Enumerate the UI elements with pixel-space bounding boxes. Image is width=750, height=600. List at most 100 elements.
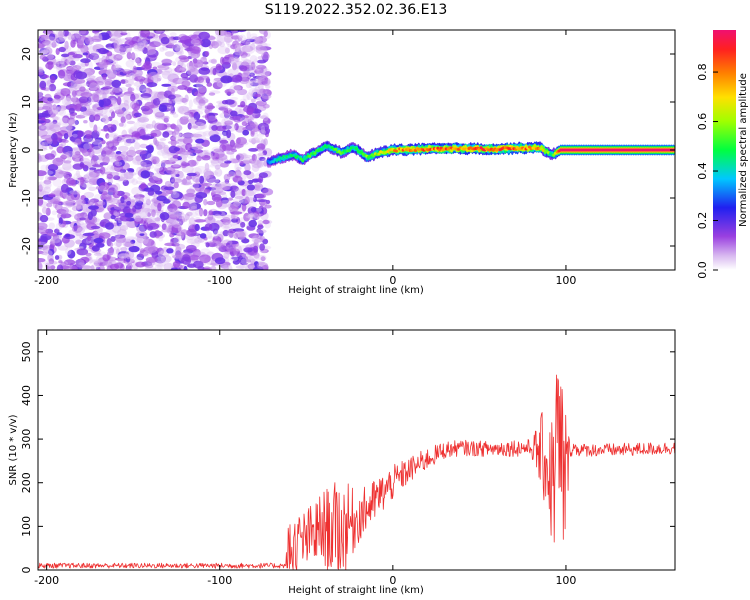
noise-blob <box>170 191 183 200</box>
noise-blob <box>186 172 197 177</box>
noise-blob <box>52 137 58 145</box>
noise-blob <box>130 52 136 61</box>
noise-blob <box>186 211 193 217</box>
noise-blob <box>38 120 46 124</box>
noise-blob <box>172 260 181 268</box>
noise-blob <box>120 32 128 36</box>
noise-blob <box>265 84 271 89</box>
noise-blob <box>47 164 59 171</box>
noise-blob <box>108 139 113 148</box>
noise-blob <box>198 31 210 40</box>
noise-blob <box>224 120 233 126</box>
noise-blob <box>54 59 66 65</box>
noise-blob <box>239 161 244 166</box>
noise-blob <box>167 213 179 218</box>
noise-blob <box>38 113 49 118</box>
noise-blob <box>151 75 162 82</box>
noise-blob <box>191 133 203 138</box>
noise-blob <box>38 90 43 99</box>
noise-blob <box>139 123 152 129</box>
noise-blob <box>227 231 238 238</box>
noise-blob <box>187 159 197 167</box>
noise-blob <box>123 93 132 98</box>
noise-blob <box>253 58 258 67</box>
noise-blob <box>77 47 85 53</box>
noise-blob <box>255 45 267 55</box>
y-tick-label: 400 <box>20 385 33 406</box>
noise-blob <box>94 194 102 200</box>
noise-blob <box>139 209 148 218</box>
noise-blob <box>164 160 176 165</box>
noise-blob <box>139 135 151 140</box>
noise-blob <box>157 202 162 212</box>
spectrogram-x-axis-label: Height of straight line (km) <box>288 285 424 296</box>
noise-blob <box>196 103 208 111</box>
noise-blob <box>181 182 193 186</box>
noise-blob <box>54 255 60 260</box>
ridge-cell <box>292 153 296 157</box>
noise-blob <box>159 212 170 221</box>
noise-blob <box>144 264 154 269</box>
noise-blob <box>157 91 165 96</box>
noise-blob <box>251 136 260 143</box>
noise-blob <box>198 152 206 157</box>
noise-blob <box>234 50 243 56</box>
noise-blob <box>255 102 265 105</box>
noise-blob <box>120 79 126 84</box>
noise-blob <box>72 225 83 233</box>
noise-blob <box>189 254 200 261</box>
noise-blob <box>69 118 79 127</box>
noise-blob <box>135 149 147 155</box>
noise-blob <box>137 225 146 235</box>
noise-blob <box>253 245 259 253</box>
noise-blob <box>88 61 93 70</box>
noise-blob <box>249 258 256 264</box>
noise-blob <box>80 176 85 186</box>
noise-blob <box>43 179 52 185</box>
noise-blob <box>153 77 158 82</box>
noise-blob <box>124 260 132 267</box>
noise-blob <box>135 261 146 268</box>
noise-blob <box>238 35 244 39</box>
noise-blob <box>178 105 190 115</box>
noise-blob <box>120 116 126 124</box>
noise-blob <box>132 65 137 75</box>
noise-blob <box>250 78 257 83</box>
snr-panel: -200 -100 0 100 0 100 200 300 400 500 Height of … <box>8 329 676 596</box>
spectrogram-y-ticks: -20 -10 0 10 20 <box>20 47 675 255</box>
colorbar-tick-label: 0.6 <box>696 113 709 130</box>
noise-blob <box>67 52 76 56</box>
noise-blob <box>176 65 181 73</box>
noise-blob <box>260 201 268 207</box>
noise-blob <box>102 115 110 124</box>
noise-blob <box>189 112 194 118</box>
noise-blob <box>199 175 205 184</box>
noise-blob <box>114 232 121 238</box>
noise-blob <box>131 186 143 196</box>
noise-blob <box>118 136 124 143</box>
noise-blob <box>52 157 64 166</box>
noise-blob <box>197 86 207 93</box>
noise-blob <box>147 216 157 225</box>
noise-blob <box>59 108 66 117</box>
noise-blob <box>63 30 69 37</box>
noise-blob <box>93 237 104 244</box>
noise-blob <box>176 212 186 220</box>
noise-blob <box>179 50 185 55</box>
noise-blob <box>225 36 230 46</box>
noise-blob <box>210 158 222 167</box>
noise-blob <box>145 217 153 224</box>
noise-blob <box>98 57 105 65</box>
noise-blob <box>38 107 45 111</box>
noise-blob <box>107 71 117 80</box>
noise-blob <box>163 262 174 270</box>
noise-blob <box>117 253 130 259</box>
noise-blob <box>189 34 202 44</box>
noise-blob <box>198 110 204 115</box>
noise-blob <box>91 139 103 145</box>
noise-blob <box>170 164 182 169</box>
noise-blob <box>214 184 226 189</box>
noise-blob <box>103 88 114 95</box>
noise-blob <box>234 141 242 149</box>
noise-blob <box>150 202 159 212</box>
